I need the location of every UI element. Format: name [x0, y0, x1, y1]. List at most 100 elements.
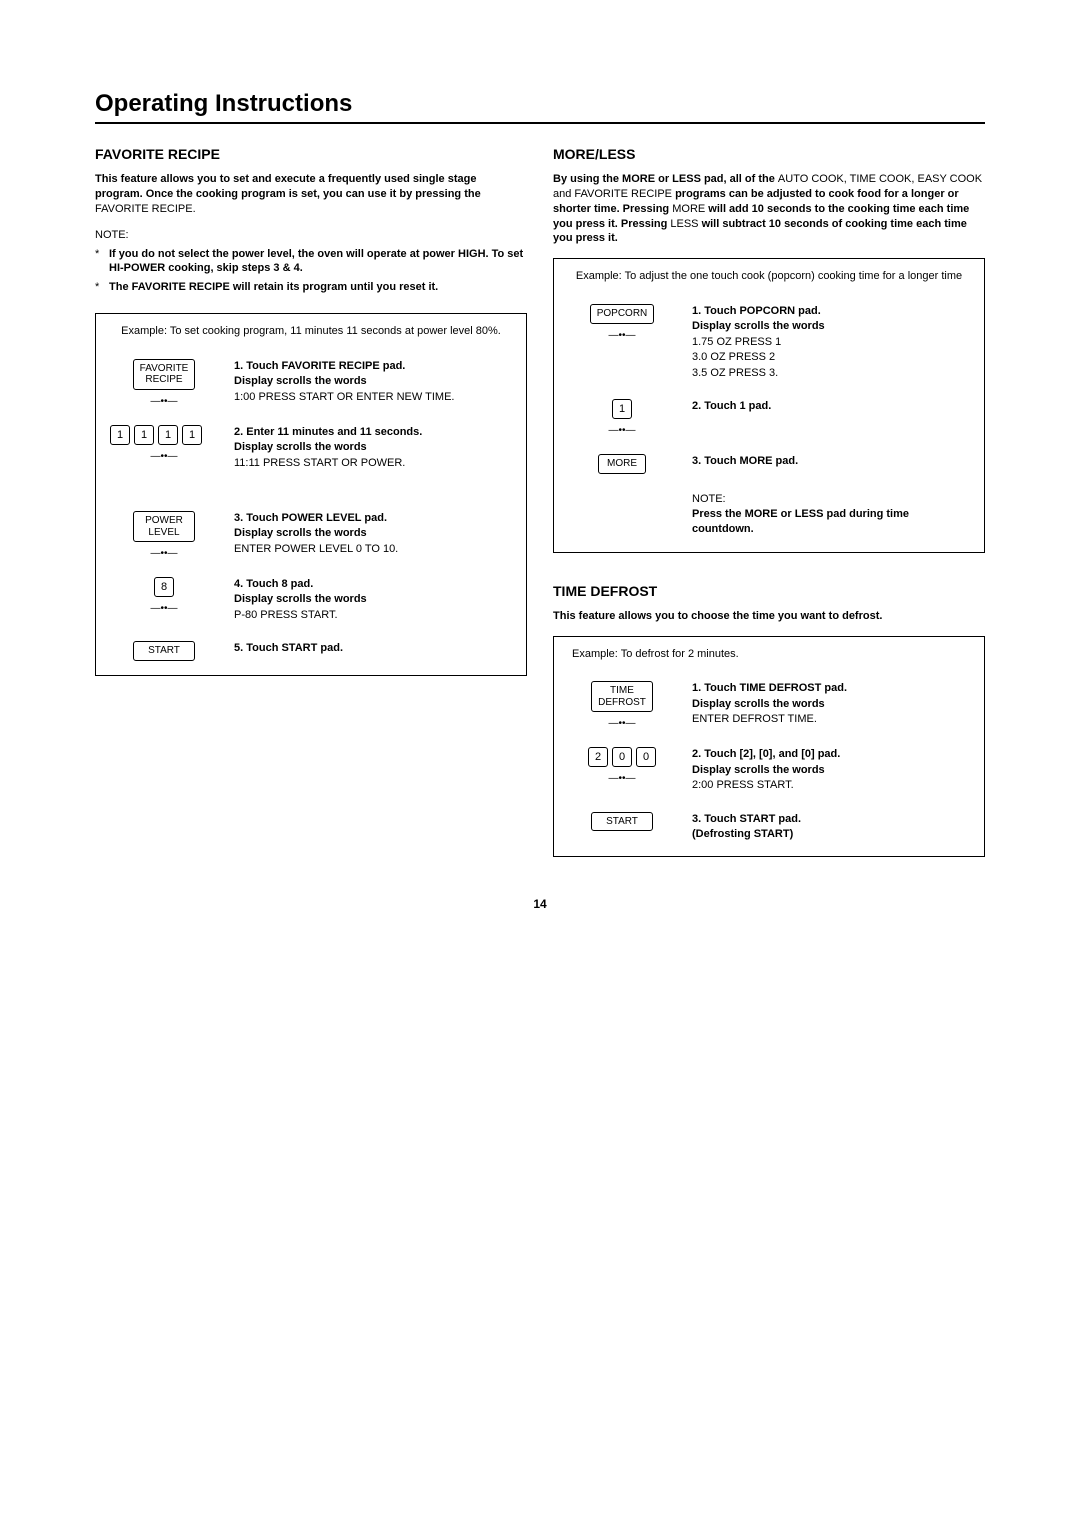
t: POWER LEVEL: [281, 512, 361, 524]
step-icon-col: START: [568, 812, 676, 832]
t: 2. Touch: [692, 400, 739, 412]
step-icon-col: 1: [568, 399, 676, 436]
t: NOTE:: [692, 493, 726, 505]
key-row: 1 1 1 1: [110, 425, 202, 445]
list-item: *The FAVORITE RECIPE will retain its pro…: [95, 280, 527, 295]
page-number: 14: [95, 897, 985, 911]
favorite-steps: FAVORITE RECIPE 1. Touch FAVORITE RECIPE…: [96, 347, 526, 675]
t: 4. Touch: [234, 578, 281, 590]
moreless-footer-note: NOTE: Press the MORE or LESS pad during …: [692, 492, 970, 538]
t: 2. Enter 11 minutes and 11 seconds. Disp…: [234, 426, 422, 453]
t: pad.: [746, 400, 772, 412]
example-header: Example: To defrost for 2 minutes.: [554, 637, 984, 670]
t: pad.: [772, 455, 798, 467]
step-row: 2 0 0 2. Touch [2], [0], and [0] pad. Di…: [568, 747, 970, 793]
step-text: 1. Touch POPCORN pad. Display scrolls th…: [692, 304, 970, 381]
step-row: 8 4. Touch 8 pad. Display scrolls the wo…: [110, 577, 512, 623]
key-0: 0: [612, 747, 632, 767]
defrost-intro: This feature allows you to choose the ti…: [553, 609, 985, 624]
beep-icon: [608, 425, 635, 436]
favorite-intro: This feature allows you to set and execu…: [95, 172, 527, 217]
t: 1.75 OZ PRESS 1 3.0 OZ PRESS 2 3.5 OZ PR…: [692, 336, 781, 379]
step-text: 2. Enter 11 minutes and 11 seconds. Disp…: [234, 425, 512, 471]
t: [2], [0], and [0]: [739, 748, 817, 760]
t: 5. Touch: [234, 642, 281, 654]
t: TIME DEFROST: [739, 682, 821, 694]
t: 1:00 PRESS START OR ENTER NEW TIME.: [234, 391, 454, 403]
moreless-heading: MORE/LESS: [553, 146, 985, 162]
key-1: 1: [110, 425, 130, 445]
left-column: FAVORITE RECIPE This feature allows you …: [95, 146, 527, 857]
t: FAVORITE RECIPE: [281, 360, 379, 372]
beep-icon: [150, 451, 177, 462]
t: START: [281, 642, 317, 654]
step-icon-col: 1 1 1 1: [110, 425, 218, 462]
start-pad: START: [591, 812, 653, 832]
t: 1. Touch: [692, 682, 739, 694]
beep-icon: [150, 396, 177, 407]
key-8: 8: [154, 577, 174, 597]
more-pad: MORE: [598, 454, 646, 474]
t: This feature allows you to choose the ti…: [553, 610, 882, 622]
beep-icon: [150, 603, 177, 614]
t: P-80 PRESS START.: [234, 609, 338, 621]
step-icon-col: POWER LEVEL: [110, 511, 218, 559]
step-text: 2. Touch [2], [0], and [0] pad. Display …: [692, 747, 970, 793]
t: POPCORN: [739, 305, 795, 317]
key-1: 1: [182, 425, 202, 445]
example-header: Example: To set cooking program, 11 minu…: [96, 314, 526, 347]
beep-icon: [608, 330, 635, 341]
list-item: *If you do not select the power level, t…: [95, 247, 527, 277]
note-label: NOTE:: [95, 229, 527, 241]
step-text: 1. Touch FAVORITE RECIPE pad. Display sc…: [234, 359, 512, 405]
step-text: 3. Touch START pad. (Defrosting START): [692, 812, 970, 843]
moreless-steps: POPCORN 1. Touch POPCORN pad. Display sc…: [554, 292, 984, 552]
step-row: FAVORITE RECIPE 1. Touch FAVORITE RECIPE…: [110, 359, 512, 407]
step-row: 1 2. Touch 1 pad.: [568, 399, 970, 436]
t: 11:11 PRESS START OR POWER.: [234, 457, 405, 469]
t: ENTER DEFROST TIME.: [692, 713, 817, 725]
t: 2. Touch: [692, 748, 739, 760]
key-1: 1: [158, 425, 178, 445]
step-row: MORE 3. Touch MORE pad.: [568, 454, 970, 474]
step-icon-col: START: [110, 641, 218, 661]
step-row: START 5. Touch START pad.: [110, 641, 512, 661]
example-header: Example: To adjust the one touch cook (p…: [554, 259, 984, 292]
step-row: NOTE: Press the MORE or LESS pad during …: [568, 492, 970, 538]
t: MORE: [739, 455, 772, 467]
step-icon-col: 8: [110, 577, 218, 614]
step-text: 1. Touch TIME DEFROST pad. Display scrol…: [692, 681, 970, 727]
defrost-steps: TIME DEFROST 1. Touch TIME DEFROST pad. …: [554, 669, 984, 856]
page-title: Operating Instructions: [95, 90, 985, 122]
step-icon-col: MORE: [568, 454, 676, 474]
asterisk: *: [95, 247, 109, 277]
t: 1. Touch: [692, 305, 739, 317]
key-row: 2 0 0: [588, 747, 656, 767]
t: 3. Touch: [692, 455, 739, 467]
favorite-heading: FAVORITE RECIPE: [95, 146, 527, 162]
note-text: The FAVORITE RECIPE will retain its prog…: [109, 280, 438, 295]
step-row: 1 1 1 1 2. Enter 11 minutes and 11 secon…: [110, 425, 512, 471]
t: 3. Touch: [234, 512, 281, 524]
favorite-recipe-pad: FAVORITE RECIPE: [133, 359, 196, 390]
step-text: 5. Touch START pad.: [234, 641, 512, 656]
step-icon-col: POPCORN: [568, 304, 676, 341]
key-2: 2: [588, 747, 608, 767]
key-0: 0: [636, 747, 656, 767]
t: START: [739, 813, 775, 825]
note-text: If you do not select the power level, th…: [109, 247, 527, 277]
t: ENTER POWER LEVEL 0 TO 10.: [234, 543, 398, 555]
step-text: 3. Touch POWER LEVEL pad. Display scroll…: [234, 511, 512, 557]
step-text: 2. Touch 1 pad.: [692, 399, 970, 414]
asterisk: *: [95, 280, 109, 295]
defrost-heading: TIME DEFROST: [553, 583, 985, 599]
popcorn-pad: POPCORN: [590, 304, 655, 324]
moreless-intro: By using the MORE or LESS pad, all of th…: [553, 172, 985, 246]
step-icon-col: FAVORITE RECIPE: [110, 359, 218, 407]
start-pad: START: [133, 641, 195, 661]
key-1: 1: [612, 399, 632, 419]
t: pad.: [317, 642, 343, 654]
columns: FAVORITE RECIPE This feature allows you …: [95, 146, 985, 857]
t: Press the MORE or LESS pad during time c…: [692, 508, 909, 535]
favorite-notes: *If you do not select the power level, t…: [95, 247, 527, 296]
